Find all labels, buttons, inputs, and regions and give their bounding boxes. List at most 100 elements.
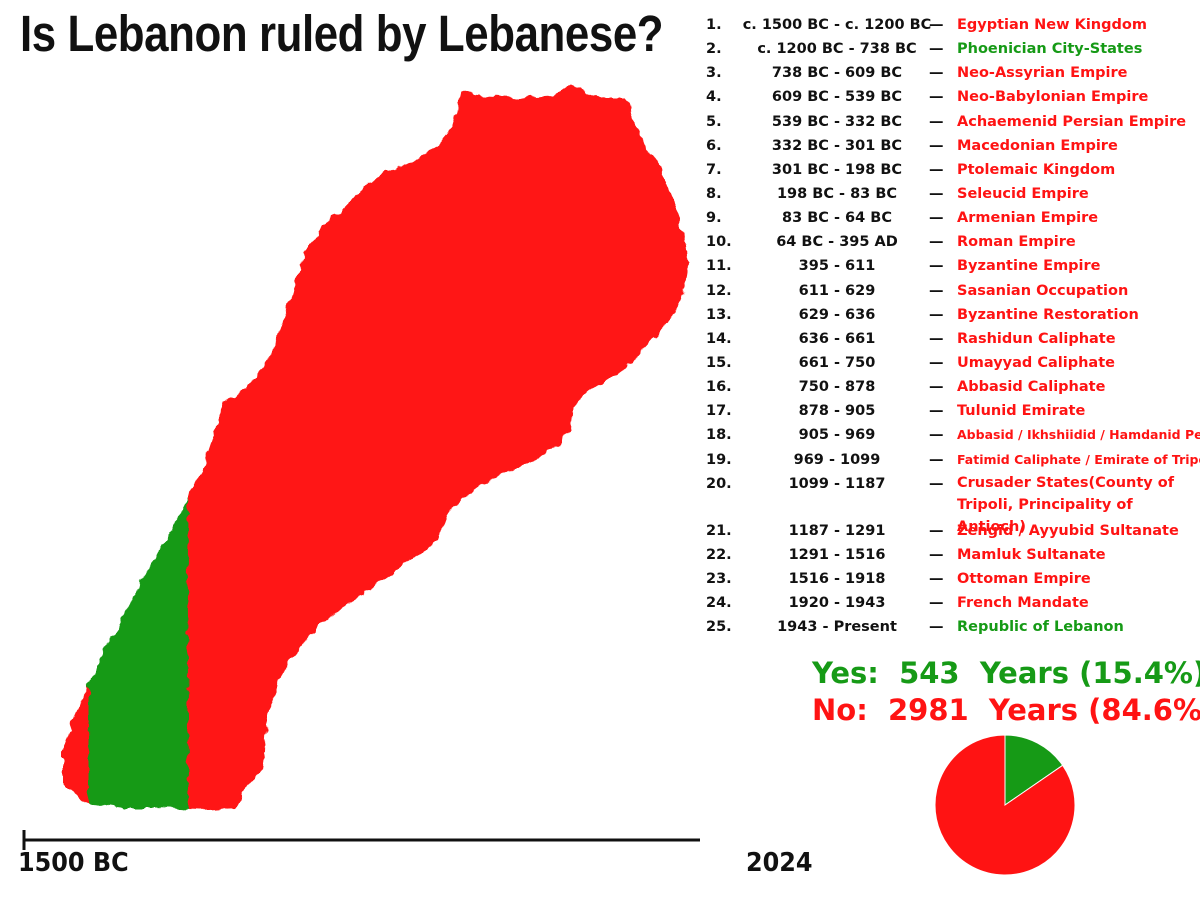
summary-no-unit: Years bbox=[988, 693, 1079, 727]
ruler-row: 20. 1099 - 1187 — Crusader States(County of… bbox=[700, 472, 1200, 535]
summary-yes-years: 543 bbox=[899, 656, 960, 690]
ruler-name: French Mandate bbox=[957, 595, 1089, 612]
summary-no-pct: (84.6%) bbox=[1088, 693, 1200, 727]
ruler-dash: — bbox=[929, 546, 944, 563]
ruler-number: 9. bbox=[706, 210, 722, 227]
ruler-dash: — bbox=[929, 234, 944, 251]
ruler-dates: 878 - 905 bbox=[798, 403, 876, 420]
ruler-number: 24. bbox=[706, 595, 732, 612]
ruler-name: Abbasid / Ikhshiidid / Hamdanid Period bbox=[957, 427, 1200, 443]
ruler-number: 14. bbox=[706, 330, 732, 347]
ruler-dash: — bbox=[929, 65, 944, 82]
ruler-dash: — bbox=[929, 137, 944, 154]
ruler-dash: — bbox=[929, 475, 944, 492]
ruler-dates: 629 - 636 bbox=[798, 306, 876, 323]
ruler-name: Roman Empire bbox=[957, 234, 1076, 251]
ruler-number: 19. bbox=[706, 451, 732, 468]
ruler-name: Crusader States(County of Tripoli, Princ… bbox=[957, 474, 1175, 535]
ruler-dates: 661 - 750 bbox=[798, 354, 876, 371]
ruler-dash: — bbox=[929, 427, 944, 444]
ruler-dash: — bbox=[929, 619, 944, 636]
ruler-dates: 750 - 878 bbox=[798, 379, 876, 396]
ruler-dates: 969 - 1099 bbox=[793, 451, 881, 468]
ruler-number: 2. bbox=[706, 41, 722, 58]
ruler-dash: — bbox=[929, 379, 944, 396]
ruler-dates: 83 BC - 64 BC bbox=[782, 210, 892, 227]
ruler-name: Sasanian Occupation bbox=[957, 282, 1129, 299]
ruler-number: 21. bbox=[706, 522, 732, 539]
ruler-row: 14. 636 - 661 — Rashidun Caliphate bbox=[700, 327, 1200, 351]
pie-slice-yes bbox=[1004, 734, 1064, 806]
summary-yes: Yes: 543 Years (15.4%) bbox=[812, 656, 1200, 690]
ruler-row: 25. 1943 - Present — Republic of Lebanon bbox=[700, 615, 1200, 639]
ruler-dash: — bbox=[929, 451, 944, 468]
ruler-dash: — bbox=[929, 258, 944, 275]
summary-yes-unit: Years bbox=[979, 656, 1069, 690]
ruler-dates: 539 BC - 332 BC bbox=[771, 113, 903, 130]
ruler-row: 15. 661 - 750 — Umayyad Caliphate bbox=[700, 351, 1200, 375]
ruler-dash: — bbox=[929, 185, 944, 202]
timeline-start-label: 1500 BC bbox=[18, 848, 129, 878]
ruler-dash: — bbox=[929, 113, 944, 130]
ruler-row: 3. 738 BC - 609 BC — Neo-Assyrian Empire bbox=[700, 61, 1200, 85]
timeline-end-label: 2024 bbox=[746, 848, 813, 878]
pie-slice-no bbox=[934, 734, 1076, 876]
ruler-number: 11. bbox=[706, 258, 732, 275]
ruler-dates: 1943 - Present bbox=[777, 619, 897, 636]
ruler-dates: 301 BC - 198 BC bbox=[771, 161, 903, 178]
ruler-row: 23. 1516 - 1918 — Ottoman Empire bbox=[700, 567, 1200, 591]
ruler-row: 2. c. 1200 BC - 738 BC — Phoenician City-St… bbox=[700, 37, 1200, 61]
timeline-segment-yes bbox=[88, 84, 189, 810]
ruler-number: 1. bbox=[706, 17, 722, 33]
ruler-dates: c. 1500 BC - c. 1200 BC bbox=[742, 17, 932, 33]
ruler-dates: c. 1200 BC - 738 BC bbox=[757, 41, 917, 58]
ruler-name: Abbasid Caliphate bbox=[957, 379, 1106, 396]
ruler-dash: — bbox=[929, 595, 944, 612]
ruler-dash: — bbox=[929, 89, 944, 106]
timeline-segment-no bbox=[62, 84, 90, 810]
timeline-stripes bbox=[62, 84, 688, 810]
ruler-dates: 905 - 969 bbox=[798, 427, 876, 444]
ruler-name: Ptolemaic Kingdom bbox=[957, 161, 1116, 178]
ruler-name: Phoenician City-States bbox=[957, 41, 1143, 58]
ruler-row: 21. 1187 - 1291 — Zengid / Ayyubid Sultanat… bbox=[700, 519, 1200, 543]
ruler-row: 1. c. 1500 BC - c. 1200 BC — Egyptian New K… bbox=[700, 13, 1200, 37]
ruler-number: 4. bbox=[706, 89, 722, 106]
ruler-number: 10. bbox=[706, 234, 732, 251]
ruler-number: 20. bbox=[706, 475, 732, 492]
ruler-name: Mamluk Sultanate bbox=[957, 546, 1106, 563]
ruler-dates: 198 BC - 83 BC bbox=[776, 185, 898, 202]
ruler-number: 23. bbox=[706, 570, 732, 587]
ruler-name: Achaemenid Persian Empire bbox=[957, 113, 1187, 130]
ruler-row: 4. 609 BC - 539 BC — Neo-Babylonian Empire bbox=[700, 85, 1200, 109]
ruler-dash: — bbox=[929, 41, 944, 58]
ruler-dates: 395 - 611 bbox=[798, 258, 876, 275]
ruler-row: 19. 969 - 1099 — Fatimid Caliphate / Emirat… bbox=[700, 448, 1200, 472]
ruler-number: 7. bbox=[706, 161, 722, 178]
ruler-number: 8. bbox=[706, 185, 722, 202]
ruler-dates: 738 BC - 609 BC bbox=[771, 65, 903, 82]
ruler-number: 3. bbox=[706, 65, 722, 82]
ruler-number: 25. bbox=[706, 619, 732, 636]
ruler-dates: 64 BC - 395 AD bbox=[776, 234, 898, 251]
summary-no-years: 2981 bbox=[888, 693, 969, 727]
ruler-dash: — bbox=[929, 161, 944, 178]
ruler-dash: — bbox=[929, 330, 944, 347]
ruler-number: 22. bbox=[706, 546, 732, 563]
ruler-row: 10. 64 BC - 395 AD — Roman Empire bbox=[700, 230, 1200, 254]
ruler-row: 6. 332 BC - 301 BC — Macedonian Empire bbox=[700, 134, 1200, 158]
ruler-row: 16. 750 - 878 — Abbasid Caliphate bbox=[700, 375, 1200, 399]
ruler-dash: — bbox=[929, 17, 944, 33]
ruler-dates: 1516 - 1918 bbox=[788, 570, 886, 587]
ruler-row: 9. 83 BC - 64 BC — Armenian Empire bbox=[700, 206, 1200, 230]
ruler-row: 11. 395 - 611 — Byzantine Empire bbox=[700, 254, 1200, 278]
ruler-dates: 1291 - 1516 bbox=[788, 546, 886, 563]
ruler-number: 5. bbox=[706, 113, 722, 130]
ruler-dash: — bbox=[929, 522, 944, 539]
ruler-name: Neo-Babylonian Empire bbox=[957, 89, 1149, 106]
ruler-name: Byzantine Restoration bbox=[957, 306, 1139, 323]
ruler-dash: — bbox=[929, 354, 944, 371]
ruler-dates: 332 BC - 301 BC bbox=[771, 137, 903, 154]
ruler-number: 13. bbox=[706, 306, 732, 323]
timeline-segment-no bbox=[187, 84, 688, 810]
